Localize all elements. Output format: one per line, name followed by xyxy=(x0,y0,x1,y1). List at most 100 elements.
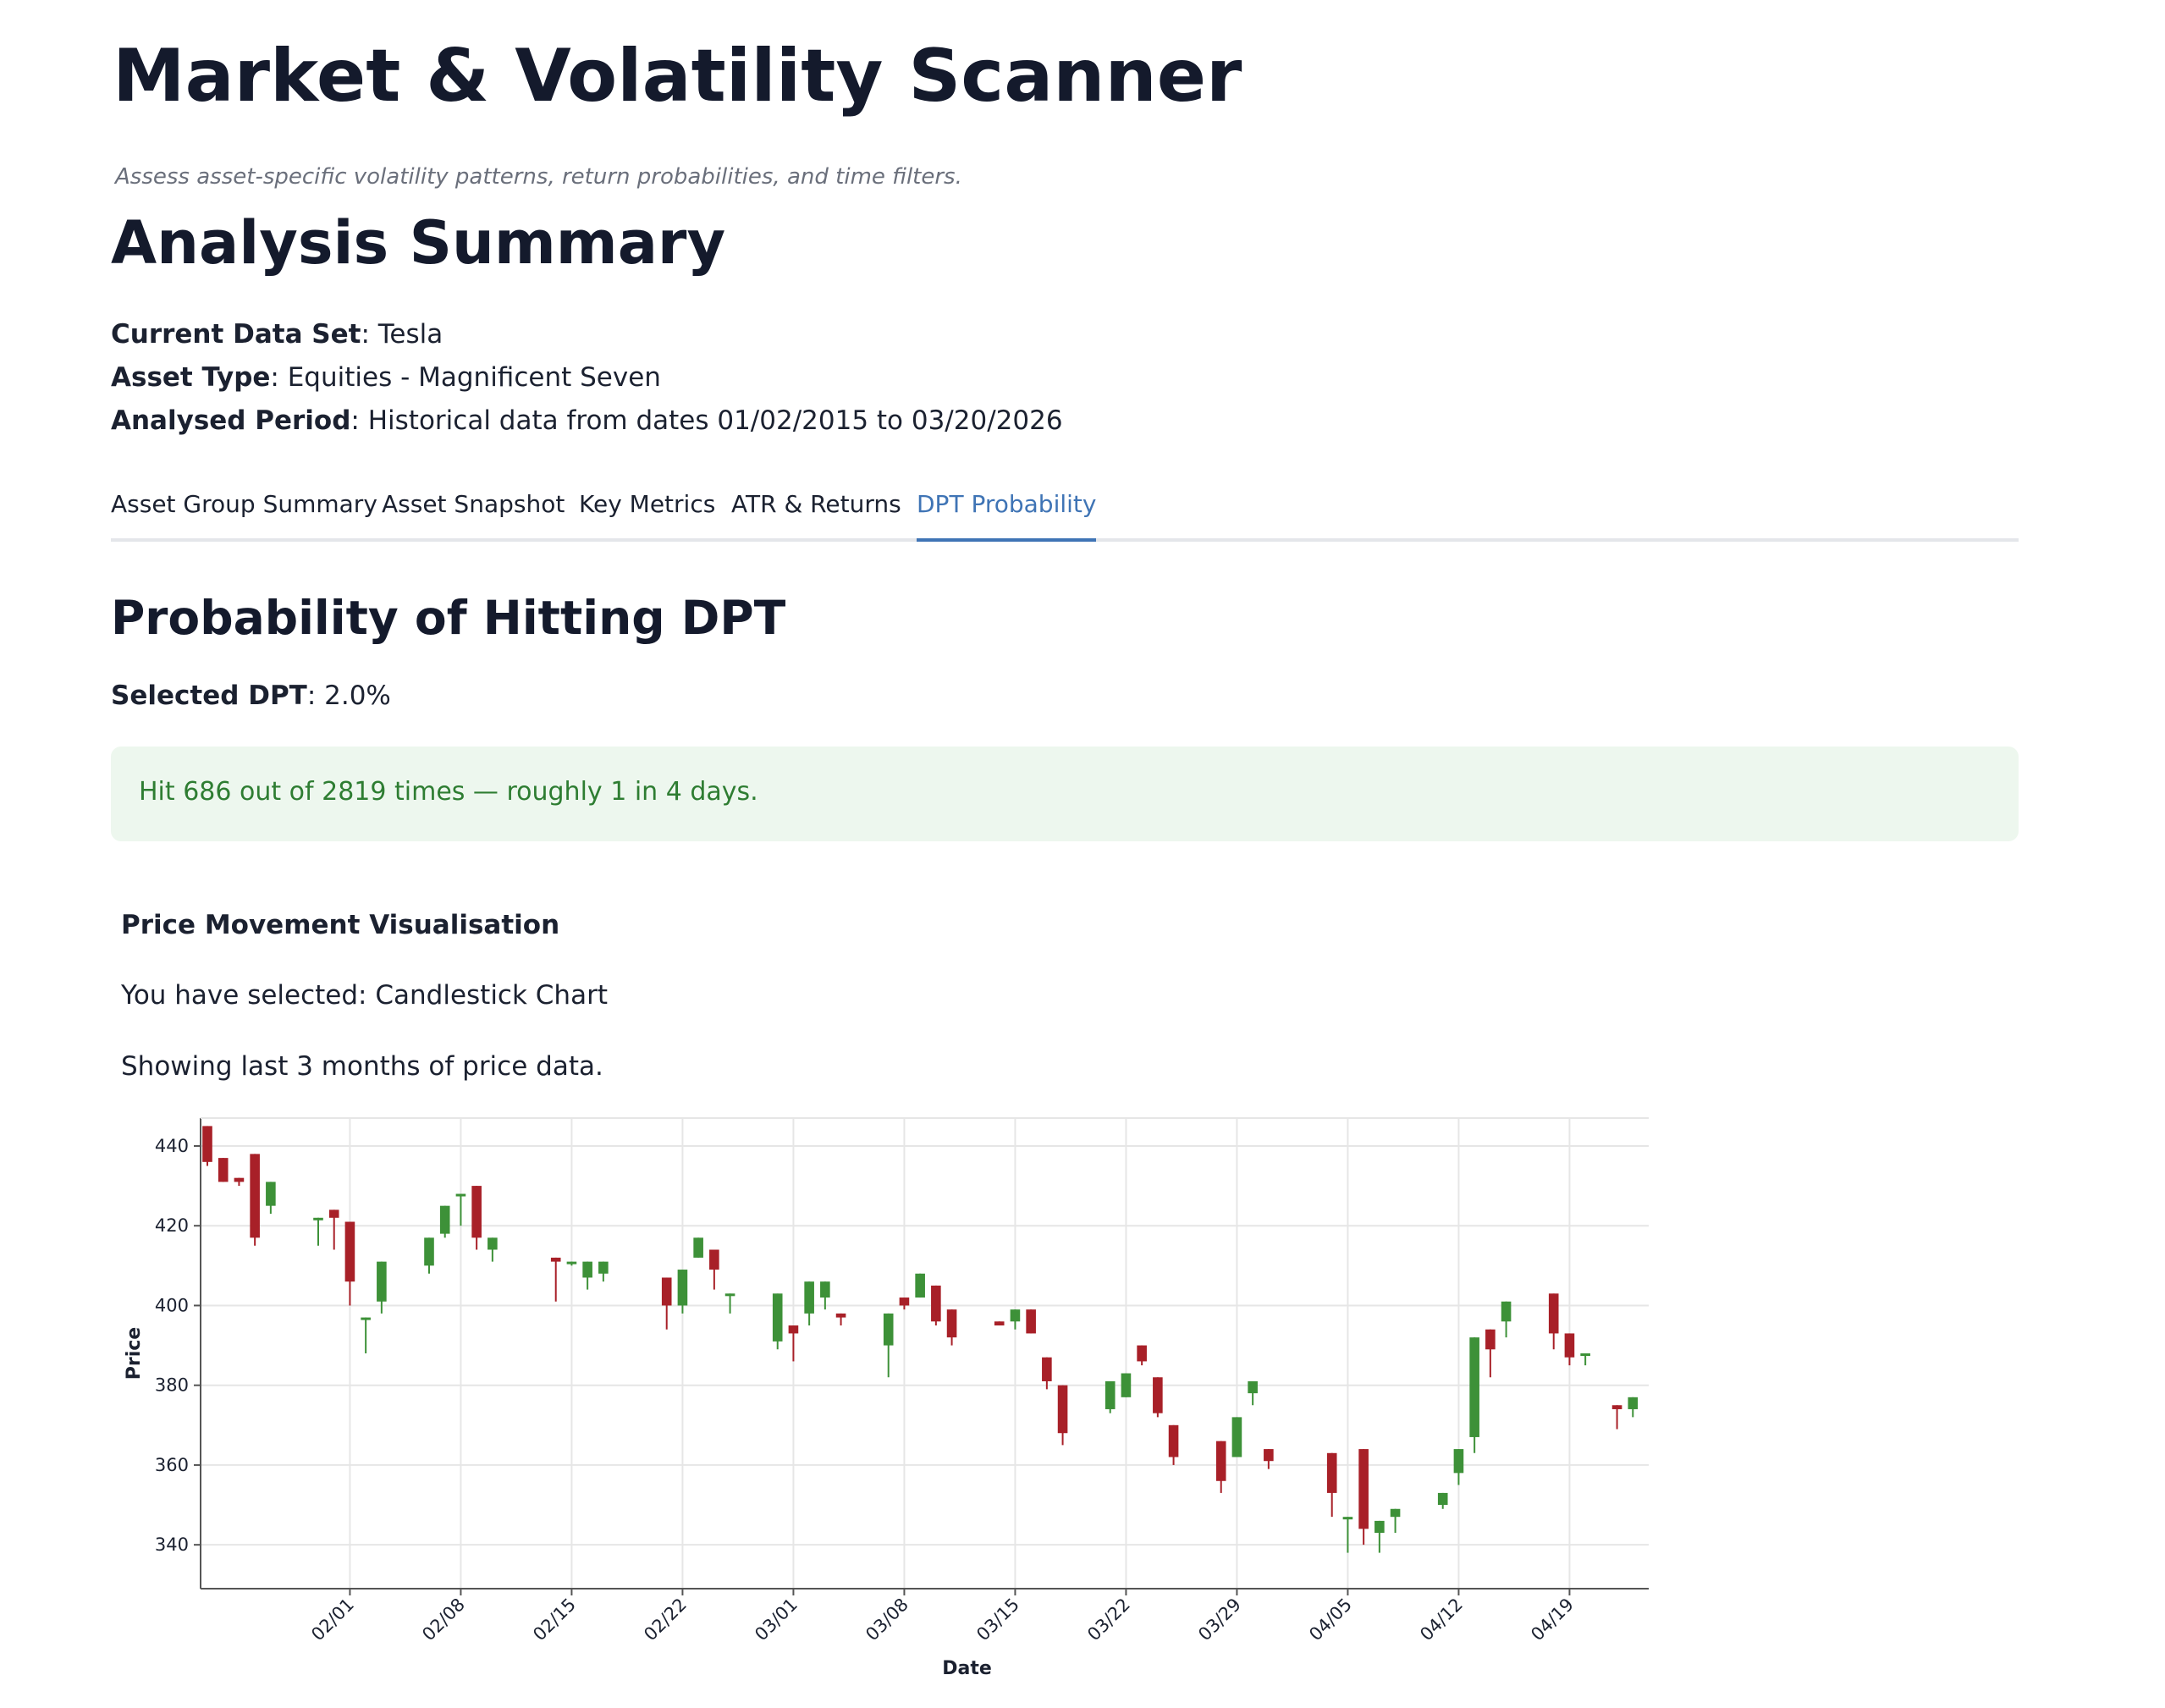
tab-atr-returns[interactable]: ATR & Returns xyxy=(731,490,901,518)
x-tick-label: 04/05 xyxy=(1305,1595,1356,1645)
candle xyxy=(915,1273,925,1298)
candle xyxy=(994,1321,1005,1326)
x-tick-label: 03/01 xyxy=(751,1595,802,1645)
candle xyxy=(1374,1520,1385,1553)
candle-body xyxy=(1121,1373,1132,1397)
chart-type-selection-text: You have selected: Candlestick Chart xyxy=(121,980,608,1011)
x-tick-label: 02/08 xyxy=(418,1595,469,1645)
tab-key-metrics[interactable]: Key Metrics xyxy=(579,490,716,518)
candle xyxy=(788,1325,799,1362)
candle-body xyxy=(377,1261,387,1302)
candle xyxy=(455,1193,466,1226)
candle-body xyxy=(266,1182,276,1206)
asset-type-value: : Equities - Magnificent Seven xyxy=(270,362,661,393)
candle xyxy=(772,1293,783,1350)
visualisation-heading: Price Movement Visualisation xyxy=(121,910,560,940)
candle-body xyxy=(313,1217,323,1220)
candle xyxy=(1358,1449,1369,1545)
candle-body xyxy=(915,1273,925,1298)
candle xyxy=(266,1182,276,1215)
dataset-value: : Tesla xyxy=(361,319,443,350)
candle-body xyxy=(883,1313,894,1346)
candle xyxy=(931,1285,941,1326)
candle xyxy=(1010,1309,1021,1330)
candle-body xyxy=(661,1277,672,1306)
data-range-text: Showing last 3 months of price data. xyxy=(121,1051,603,1082)
candle-body xyxy=(1628,1397,1639,1409)
candle-body xyxy=(424,1237,434,1266)
x-tick-label: 03/08 xyxy=(862,1595,912,1645)
candle-body xyxy=(1042,1357,1052,1381)
dataset-line: Current Data Set: Tesla xyxy=(111,319,443,350)
selected-dpt-label: Selected DPT xyxy=(111,680,307,711)
candle-body xyxy=(1137,1345,1147,1362)
period-label: Analysed Period xyxy=(111,405,351,436)
candle-body xyxy=(598,1261,609,1274)
candle xyxy=(1231,1417,1242,1457)
dataset-label: Current Data Set xyxy=(111,319,361,350)
selected-dpt-value: : 2.0% xyxy=(306,680,391,711)
candle xyxy=(377,1261,387,1314)
candle xyxy=(1628,1397,1639,1418)
candle-body xyxy=(1342,1517,1353,1520)
candle-body xyxy=(835,1313,846,1318)
dpt-heading: Probability of Hitting DPT xyxy=(111,591,786,645)
candle-body xyxy=(1231,1417,1242,1457)
candle xyxy=(661,1277,672,1330)
candle xyxy=(899,1298,910,1310)
candle xyxy=(1215,1441,1226,1493)
candle-body xyxy=(1548,1293,1559,1334)
candle xyxy=(1153,1377,1163,1418)
tab-dpt-probability[interactable]: DPT Probability xyxy=(917,481,1097,542)
candle-body xyxy=(344,1221,355,1282)
candle xyxy=(1390,1508,1401,1534)
candle xyxy=(550,1257,561,1302)
candle-body xyxy=(1326,1452,1337,1493)
candle xyxy=(1453,1449,1464,1485)
candle xyxy=(202,1126,212,1166)
candle xyxy=(835,1313,846,1326)
candle-body xyxy=(218,1158,229,1182)
candle-body xyxy=(582,1261,592,1278)
candle-body xyxy=(1374,1520,1385,1534)
candle xyxy=(1026,1309,1036,1334)
candle xyxy=(804,1281,814,1326)
candle-body xyxy=(1453,1449,1464,1474)
candle-body xyxy=(788,1325,799,1334)
candle-body xyxy=(1501,1301,1512,1322)
tab-asset-group-summary[interactable]: Asset Group Summary xyxy=(111,490,377,518)
candle-body xyxy=(455,1193,466,1197)
x-axis-title: Date xyxy=(942,1658,992,1679)
candle-body xyxy=(328,1209,339,1218)
candle-body xyxy=(566,1261,577,1264)
candle xyxy=(1501,1301,1512,1338)
candle-body xyxy=(471,1186,482,1238)
x-tick-label: 03/22 xyxy=(1083,1595,1134,1645)
y-tick-label: 420 xyxy=(155,1215,189,1236)
candle xyxy=(1548,1293,1559,1350)
app-title: Market & Volatility Scanner xyxy=(113,34,1242,118)
candle-body xyxy=(946,1309,957,1338)
candle xyxy=(946,1309,957,1346)
period-value: : Historical data from dates 01/02/2015 … xyxy=(350,405,1063,436)
candle xyxy=(677,1270,688,1314)
candle xyxy=(883,1313,894,1378)
candle-body xyxy=(820,1281,830,1298)
candle xyxy=(439,1205,450,1238)
app-subtitle: Assess asset-specific volatility pattern… xyxy=(115,164,962,190)
y-axis-title: Price xyxy=(124,1327,145,1380)
candle xyxy=(471,1186,482,1250)
candle xyxy=(488,1237,498,1262)
candle-body xyxy=(1485,1329,1496,1350)
candle xyxy=(1437,1492,1448,1509)
hit-rate-text: Hit 686 out of 2819 times — roughly 1 in… xyxy=(139,777,758,807)
candle xyxy=(1469,1337,1479,1453)
tab-asset-snapshot[interactable]: Asset Snapshot xyxy=(382,490,565,518)
candle-body xyxy=(1057,1385,1068,1434)
y-tick-label: 380 xyxy=(155,1375,189,1396)
candle-body xyxy=(1611,1405,1622,1409)
candle-body xyxy=(1437,1492,1448,1506)
candle xyxy=(1057,1385,1068,1446)
candle xyxy=(1248,1380,1258,1406)
